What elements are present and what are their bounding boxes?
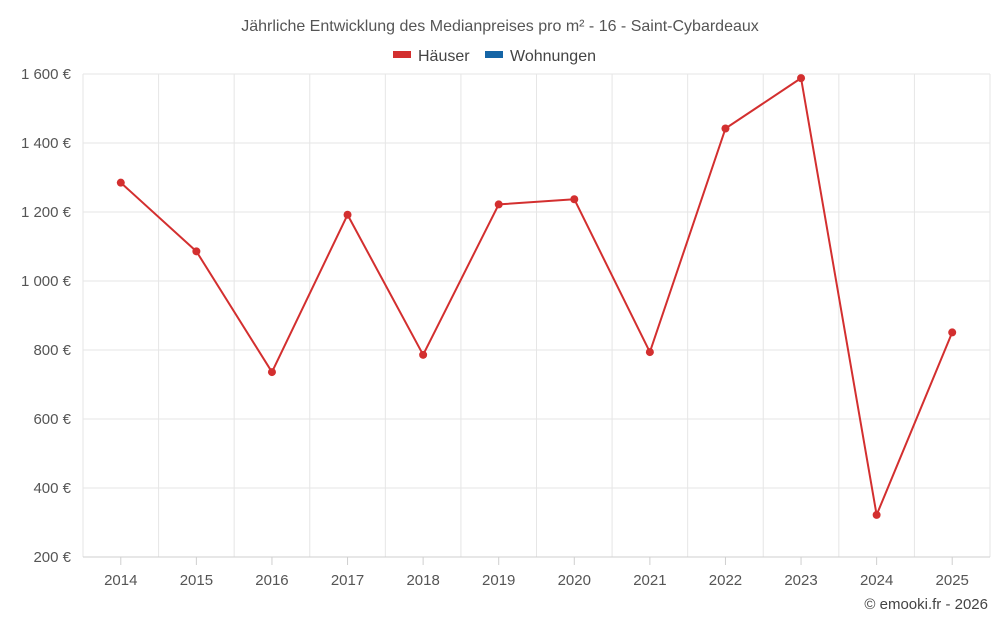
x-tick-label: 2015 (180, 572, 213, 589)
data-point[interactable] (494, 200, 503, 209)
data-point[interactable] (267, 368, 276, 377)
x-tick-label: 2022 (709, 572, 742, 589)
plot-series (116, 74, 957, 519)
data-point[interactable] (419, 350, 428, 359)
x-tick-label: 2021 (633, 572, 666, 589)
legend-item-wohnungen[interactable]: Wohnungen (485, 48, 596, 65)
legend-swatch-haeuser (393, 51, 411, 58)
x-tick-label: 2025 (936, 572, 969, 589)
data-point[interactable] (721, 124, 730, 133)
data-point[interactable] (645, 348, 654, 357)
x-tick-label: 2020 (558, 572, 591, 589)
x-tick-label: 2016 (255, 572, 288, 589)
data-point[interactable] (116, 178, 125, 187)
y-tick-label: 1 400 € (21, 135, 72, 152)
axes: 200 € 400 € 600 € 800 € 1 000 € 1 200 € 1 400 … (21, 66, 990, 589)
x-tick-label: 2017 (331, 572, 364, 589)
y-tick-label: 200 € (33, 549, 71, 566)
y-tick-label: 1 200 € (21, 204, 72, 221)
legend-label-wohnungen: Wohnungen (510, 48, 596, 65)
legend-label-haeuser: Häuser (418, 48, 470, 65)
grid (82, 73, 991, 558)
chart-title: Jährliche Entwicklung des Medianpreises … (241, 18, 759, 35)
x-tick-label: 2014 (104, 572, 137, 589)
data-point[interactable] (192, 247, 201, 256)
x-tick-label: 2024 (860, 572, 893, 589)
data-point[interactable] (948, 328, 957, 337)
data-point[interactable] (570, 195, 579, 204)
x-tick-label: 2019 (482, 572, 515, 589)
legend-item-haeuser[interactable]: Häuser (393, 48, 470, 65)
credit-text: © emooki.fr - 2026 (864, 596, 988, 613)
series-line-0 (120, 77, 954, 516)
y-tick-label: 800 € (33, 342, 71, 359)
x-tick-label: 2023 (784, 572, 817, 589)
data-point[interactable] (343, 210, 352, 219)
y-tick-label: 1 000 € (21, 273, 72, 290)
y-tick-label: 600 € (33, 411, 71, 428)
legend: Häuser Wohnungen (393, 48, 596, 65)
y-tick-label: 1 600 € (21, 66, 72, 83)
y-tick-label: 400 € (33, 480, 71, 497)
x-tick-label: 2018 (406, 572, 439, 589)
data-point[interactable] (872, 510, 881, 519)
data-point[interactable] (797, 74, 806, 83)
legend-swatch-wohnungen (485, 51, 503, 58)
